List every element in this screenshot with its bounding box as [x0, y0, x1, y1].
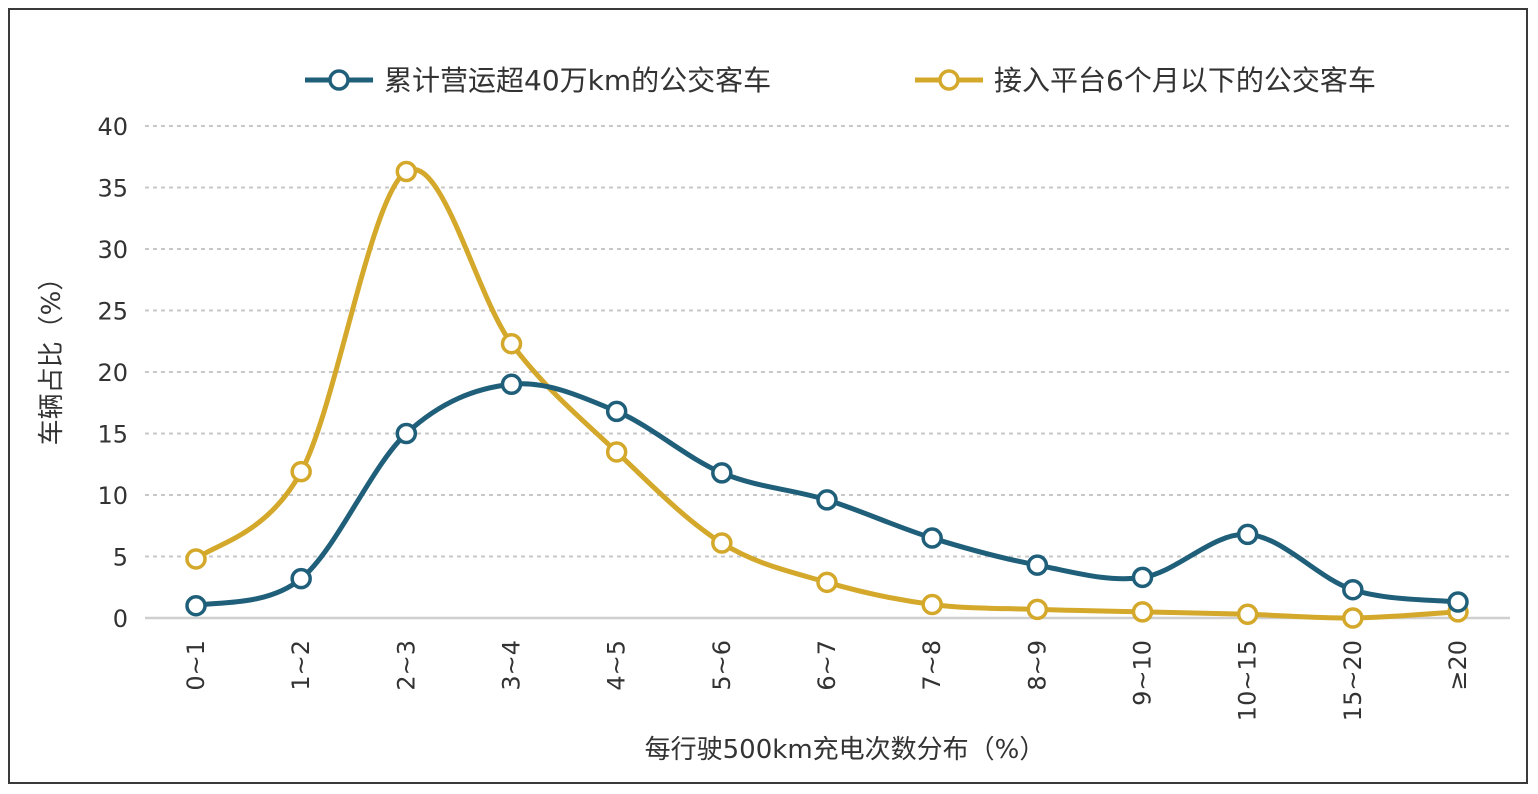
point-s1-9 [1131, 601, 1154, 623]
x-tick-8: 8~9 [1023, 640, 1051, 691]
point-s1-0 [185, 548, 207, 570]
point-s1-1 [290, 460, 312, 483]
series-lines [185, 160, 1469, 629]
x-tick-9: 9~10 [1129, 640, 1157, 706]
x-tick-labels: 0~1 1~2 2~3 3~4 4~5 5~6 6~7 7~8 8~9 9~10 10~15 15~2… [182, 640, 1472, 721]
legend-item-1: 接入平台6个月以下的公交客车 [915, 64, 1376, 97]
y-tick-labels: 0 5 10 15 20 25 30 35 40 [97, 113, 128, 633]
chart-frame [8, 8, 1528, 784]
legend-marker-0 [328, 69, 350, 91]
x-tick-3: 3~4 [498, 640, 526, 691]
point-s0-11 [1342, 578, 1364, 601]
legend-label-0: 累计营运超40万km的公交客车 [384, 64, 771, 97]
point-s1-3 [500, 332, 523, 355]
legend: 累计营运超40万km的公交客车 接入平台6个月以下的公交客车 [305, 64, 1376, 97]
x-tick-7: 7~8 [918, 640, 946, 691]
point-s0-1 [290, 567, 312, 590]
point-s1-11 [1342, 607, 1364, 629]
point-s0-5 [711, 462, 733, 484]
point-s0-8 [1026, 554, 1049, 576]
point-s0-6 [816, 489, 838, 511]
point-s1-4 [605, 441, 628, 463]
point-s1-5 [711, 532, 733, 554]
point-s1-7 [921, 593, 943, 616]
point-s1-2 [395, 160, 418, 183]
y-axis-title: 车辆占比（%） [37, 265, 67, 446]
x-tick-6: 6~7 [813, 640, 841, 691]
y-tick-20: 20 [97, 359, 128, 387]
y-tick-25: 25 [97, 298, 128, 326]
point-s1-8 [1026, 598, 1049, 621]
x-tick-0: 0~1 [182, 640, 210, 691]
point-s0-10 [1236, 523, 1259, 546]
legend-item-0: 累计营运超40万km的公交客车 [305, 64, 771, 97]
x-tick-4: 4~5 [603, 640, 631, 691]
y-tick-10: 10 [97, 482, 128, 510]
series-0 [185, 373, 1469, 617]
series-line-1 [193, 166, 1461, 621]
legend-label-1: 接入平台6个月以下的公交客车 [994, 64, 1376, 97]
x-tick-5: 5~6 [708, 640, 736, 691]
x-tick-1: 1~2 [287, 640, 315, 691]
point-s0-4 [605, 400, 628, 423]
point-s0-3 [500, 373, 523, 396]
y-tick-15: 15 [97, 421, 128, 449]
point-s1-10 [1236, 603, 1259, 626]
point-s1-6 [816, 571, 838, 594]
point-s0-12 [1447, 591, 1469, 613]
x-tick-11: 15~20 [1339, 640, 1367, 721]
point-s0-2 [395, 422, 418, 445]
x-tick-10: 10~15 [1234, 640, 1262, 721]
y-tick-35: 35 [97, 175, 128, 203]
gridlines [145, 125, 1510, 620]
y-tick-0: 0 [113, 605, 128, 633]
legend-marker-1 [938, 69, 960, 91]
y-tick-40: 40 [97, 113, 128, 141]
x-tick-12: ≥20 [1444, 640, 1472, 691]
y-tick-30: 30 [97, 236, 128, 264]
y-tick-5: 5 [113, 544, 128, 572]
point-s0-9 [1131, 566, 1154, 589]
x-axis-title: 每行驶500km充电次数分布（%） [645, 735, 1046, 765]
point-s0-0 [185, 594, 207, 617]
point-s0-7 [921, 527, 943, 549]
x-tick-2: 2~3 [392, 640, 420, 691]
